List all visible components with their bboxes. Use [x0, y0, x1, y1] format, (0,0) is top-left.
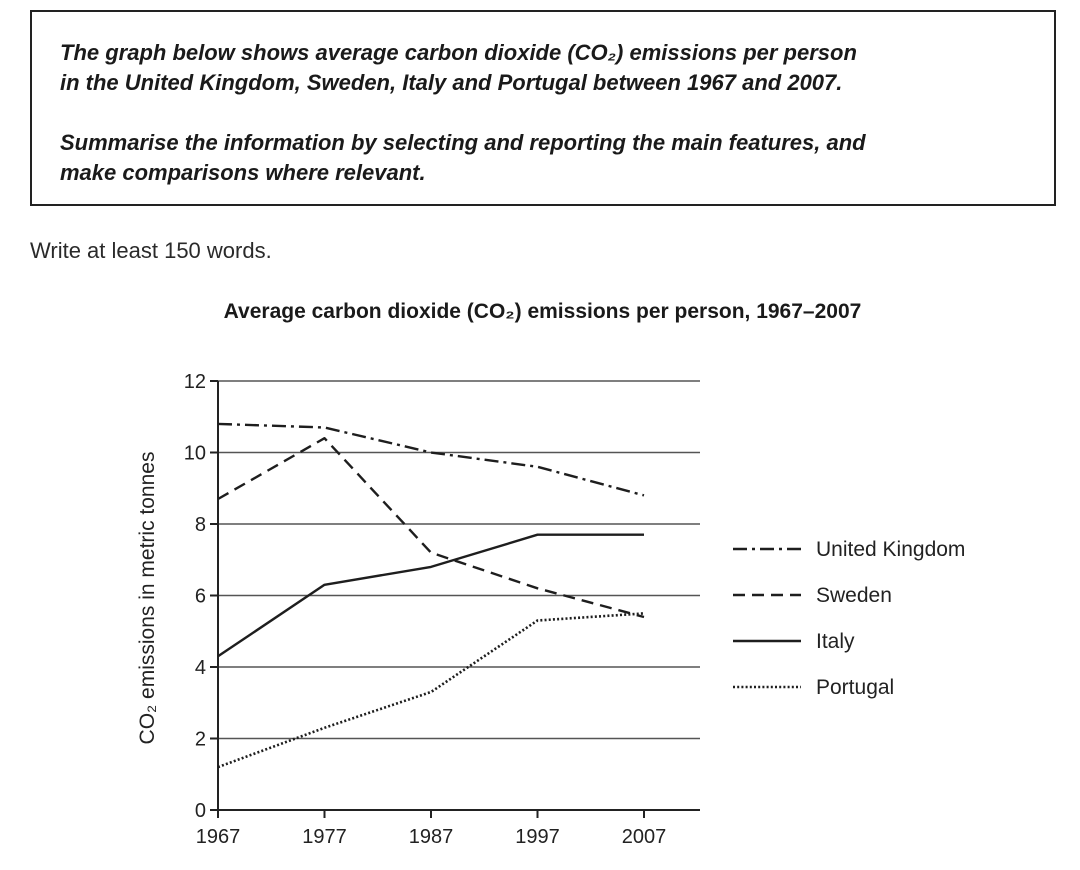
x-tick-label: 1987 — [409, 826, 454, 848]
task-prompt-box: The graph below shows average carbon dio… — [30, 10, 1056, 206]
y-tick-label: 12 — [184, 371, 206, 393]
task-prompt-paragraph-1: The graph below shows average carbon dio… — [60, 38, 1026, 98]
y-tick-label: 10 — [184, 443, 206, 465]
y-tick-label: 8 — [195, 514, 206, 536]
task-prompt-line-3: Summarise the information by selecting a… — [60, 130, 866, 155]
chart-title: Average carbon dioxide (CO₂) emissions p… — [223, 300, 862, 323]
series-line-united-kingdom — [217, 422, 645, 497]
task-prompt-paragraph-2: Summarise the information by selecting a… — [60, 128, 1026, 188]
y-tick-label: 4 — [195, 657, 206, 679]
x-tick-label: 1997 — [515, 826, 560, 848]
task-prompt-line-1: The graph below shows average carbon dio… — [60, 40, 857, 65]
word-count-instruction: Write at least 150 words. — [30, 238, 272, 263]
y-axis-label: CO₂ emissions in metric tonnes — [136, 452, 159, 745]
x-tick-label: 2007 — [622, 826, 667, 848]
x-tick-label: 1977 — [302, 826, 347, 848]
legend-label: Portugal — [816, 676, 894, 699]
series-line-sweden — [217, 437, 645, 619]
y-tick-label: 0 — [195, 800, 206, 822]
series-line-italy — [217, 533, 644, 658]
task-prompt-line-2: in the United Kingdom, Sweden, Italy and… — [60, 70, 843, 95]
legend-label: Sweden — [816, 584, 892, 607]
x-tick-label: 1967 — [196, 826, 241, 848]
y-tick-label: 2 — [195, 729, 206, 751]
legend-label: United Kingdom — [816, 538, 965, 561]
legend-label: Italy — [816, 630, 855, 653]
series-line-portugal — [217, 612, 645, 769]
y-tick-label: 6 — [195, 586, 206, 608]
task-prompt-line-4: make comparisons where relevant. — [60, 160, 426, 185]
